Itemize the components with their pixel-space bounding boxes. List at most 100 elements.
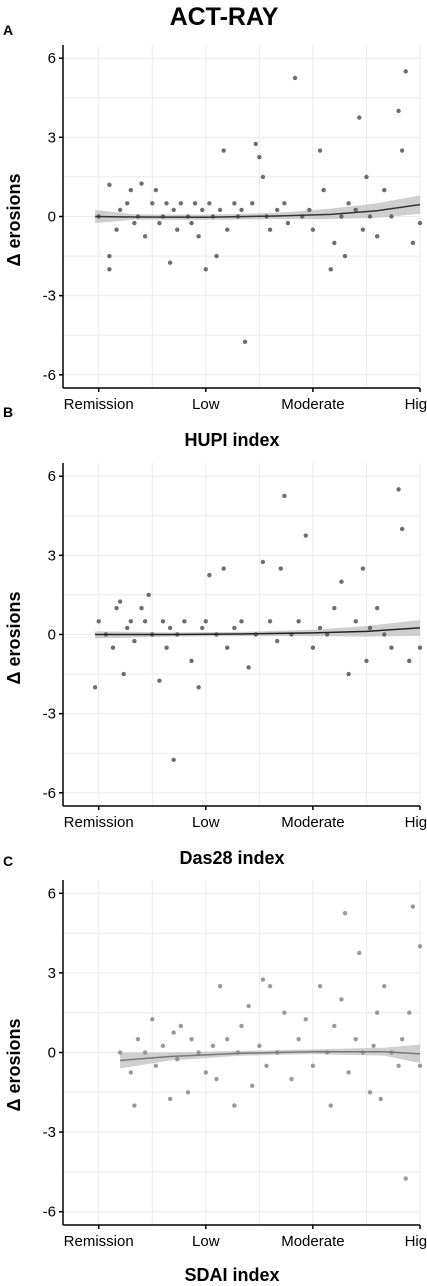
data-point [182, 619, 187, 624]
data-point [267, 983, 273, 989]
data-point [178, 201, 184, 206]
data-point [292, 75, 298, 81]
data-point [185, 1090, 191, 1095]
data-point [246, 665, 251, 670]
x-tick-label: Remission [64, 396, 134, 413]
y-tick-label: -6 [43, 1204, 56, 1221]
data-point [221, 148, 226, 153]
data-point [282, 493, 287, 499]
y-tick-label: -3 [43, 706, 56, 723]
data-point [114, 227, 119, 232]
data-point [275, 207, 280, 213]
data-point [371, 1043, 376, 1049]
panel-c: C Δ erosions -6 -3 0 3 6 Remission Low Moderate… [3, 853, 427, 1285]
data-point [192, 201, 198, 206]
data-point [353, 1037, 358, 1042]
data-point [253, 141, 258, 147]
data-point [128, 619, 134, 624]
data-point [353, 619, 358, 624]
data-point [217, 983, 223, 989]
data-point [417, 944, 423, 949]
data-point [321, 187, 326, 193]
data-point [150, 201, 155, 206]
data-point [164, 645, 169, 650]
data-point [260, 174, 266, 180]
data-point [367, 1090, 373, 1095]
data-point [257, 1043, 262, 1049]
data-point [367, 214, 373, 219]
data-point [139, 605, 144, 611]
data-point [296, 619, 301, 624]
data-point [246, 1003, 251, 1009]
x-tick-label: Remission [64, 1233, 134, 1250]
data-point [107, 182, 112, 188]
data-point [157, 678, 162, 683]
data-point [203, 619, 208, 624]
data-point [310, 227, 316, 232]
y-tick-label: 3 [48, 129, 56, 146]
data-point [225, 1037, 230, 1042]
data-point [399, 148, 405, 153]
data-point [374, 605, 380, 611]
data-point [282, 1010, 287, 1015]
x-axis-title: Das28 index [179, 848, 284, 868]
data-point [164, 201, 169, 206]
x-tick-label: High [405, 1233, 427, 1250]
data-point [153, 187, 159, 193]
data-point [278, 566, 283, 571]
data-point [342, 910, 348, 916]
data-point [128, 187, 134, 193]
trend-line [120, 1050, 421, 1062]
data-point [196, 685, 201, 690]
data-point [121, 671, 126, 677]
data-point [196, 234, 201, 239]
data-point [114, 605, 119, 611]
y-tick-label: 6 [48, 468, 56, 485]
data-point [239, 1023, 244, 1029]
data-point [167, 260, 173, 265]
x-tick-label: Remission [64, 814, 134, 831]
data-point [189, 1037, 194, 1042]
y-tick-label: 0 [48, 627, 56, 644]
y-tick-label: 6 [48, 885, 56, 902]
data-point [117, 1050, 123, 1055]
y-tick-label: -3 [43, 288, 56, 305]
data-point [396, 487, 401, 492]
data-point [150, 1017, 155, 1022]
data-point [378, 1096, 383, 1102]
data-point [339, 214, 344, 219]
data-point [250, 201, 255, 206]
data-point [175, 1056, 180, 1062]
data-point [260, 977, 266, 982]
data-point [317, 148, 323, 153]
data-point [207, 572, 212, 578]
y-tick-label: 3 [48, 965, 56, 982]
x-axis-title: SDAI index [184, 1265, 279, 1285]
data-point [417, 645, 423, 650]
plot-area: -6 -3 0 3 6 Remission Low Moderate High [43, 463, 427, 831]
data-point [221, 566, 226, 571]
x-tick-label: Moderate [281, 396, 344, 413]
data-point [307, 207, 312, 213]
data-point [417, 1063, 423, 1068]
data-point [267, 619, 273, 624]
data-point [96, 619, 101, 624]
data-point [360, 227, 366, 232]
data-point [317, 625, 323, 631]
x-tick-label: Low [192, 814, 220, 831]
panel-a: A Δ erosions -6 -3 0 3 6 Remission Low Moderate… [3, 22, 427, 450]
data-point [146, 592, 151, 598]
data-point [260, 559, 266, 565]
data-point [225, 227, 230, 232]
data-point [239, 207, 244, 213]
data-point [132, 1103, 137, 1108]
data-point [117, 207, 123, 213]
data-point [396, 1063, 401, 1068]
data-point [399, 1037, 405, 1042]
data-point [303, 1017, 308, 1022]
y-tick-label: 0 [48, 209, 56, 226]
data-point [142, 234, 148, 239]
x-axis-title: HUPI index [184, 430, 279, 450]
data-point [207, 201, 212, 206]
